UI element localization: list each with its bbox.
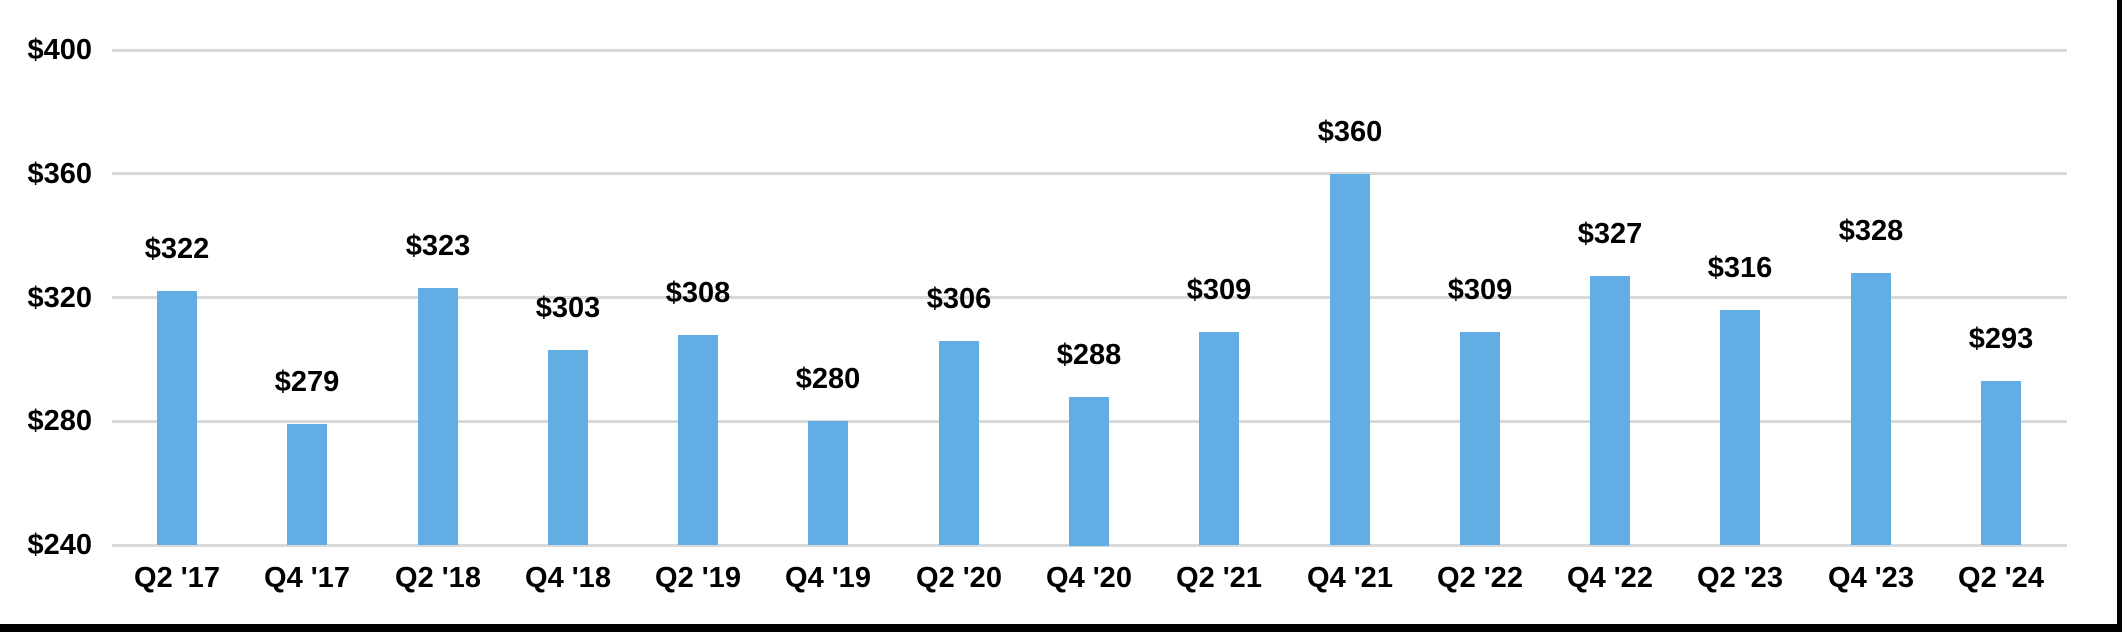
x-tick-label: Q2 '22: [1437, 562, 1523, 594]
y-tick-label: $240: [27, 529, 92, 561]
x-tick-label: Q2 '23: [1697, 562, 1783, 594]
bar-value-label: $303: [535, 292, 601, 324]
bar-value-label: $309: [1186, 274, 1252, 306]
x-tick-label: Q2 '19: [655, 562, 741, 594]
x-tick-label: Q2 '17: [134, 562, 220, 594]
bar-Q2 '24: [1981, 381, 2021, 545]
bar-Q2 '22: [1460, 332, 1500, 545]
bar-value-label: $360: [1317, 116, 1383, 148]
x-tick-label: Q4 '22: [1567, 562, 1653, 594]
bar-Q2 '18: [418, 288, 458, 545]
x-tick-label: Q4 '20: [1046, 562, 1132, 594]
x-tick-label: Q4 '21: [1307, 562, 1393, 594]
bar-value-label: $288: [1056, 339, 1122, 371]
bar-Q2 '23: [1720, 310, 1760, 545]
bar-Q4 '22: [1590, 276, 1630, 545]
x-tick-label: Q2 '20: [916, 562, 1002, 594]
bar-value-label: $309: [1447, 274, 1513, 306]
y-tick-label: $400: [27, 34, 92, 66]
bar-value-label: $308: [665, 277, 731, 309]
y-tick-label: $360: [27, 158, 92, 190]
x-tick-label: Q2 '24: [1958, 562, 2044, 594]
x-tick-label: Q4 '19: [785, 562, 871, 594]
gridline-360: [112, 172, 2067, 175]
bar-value-label: $306: [926, 283, 992, 315]
bar-Q4 '17: [287, 424, 327, 545]
bar-Q4 '21: [1330, 174, 1370, 545]
bar-value-label: $322: [144, 233, 210, 265]
bar-value-label: $323: [405, 230, 471, 262]
bar-Q2 '20: [939, 341, 979, 545]
x-tick-label: Q4 '17: [264, 562, 350, 594]
bar-Q2 '17: [157, 291, 197, 545]
bar-value-label: $293: [1968, 323, 2034, 355]
bar-Q2 '21: [1199, 332, 1239, 545]
bar-value-label: $327: [1577, 218, 1643, 250]
bar-Q2 '19: [678, 335, 718, 545]
bar-Q4 '18: [548, 350, 588, 545]
frame-border-right: [2117, 0, 2122, 632]
gridline-400: [112, 49, 2067, 52]
bar-value-label: $279: [274, 366, 340, 398]
x-tick-label: Q2 '18: [395, 562, 481, 594]
bar-Q4 '20: [1069, 397, 1109, 546]
y-tick-label: $320: [27, 282, 92, 314]
x-tick-label: Q4 '18: [525, 562, 611, 594]
y-tick-label: $280: [27, 405, 92, 437]
bar-value-label: $316: [1707, 252, 1773, 284]
gridline-320: [112, 296, 2067, 299]
x-tick-label: Q2 '21: [1176, 562, 1262, 594]
bar-value-label: $328: [1838, 215, 1904, 247]
frame-border-bottom: [0, 624, 2122, 632]
bar-Q4 '19: [808, 421, 848, 545]
x-tick-label: Q4 '23: [1828, 562, 1914, 594]
bar-Q4 '23: [1851, 273, 1891, 545]
bar-value-label: $280: [795, 363, 861, 395]
